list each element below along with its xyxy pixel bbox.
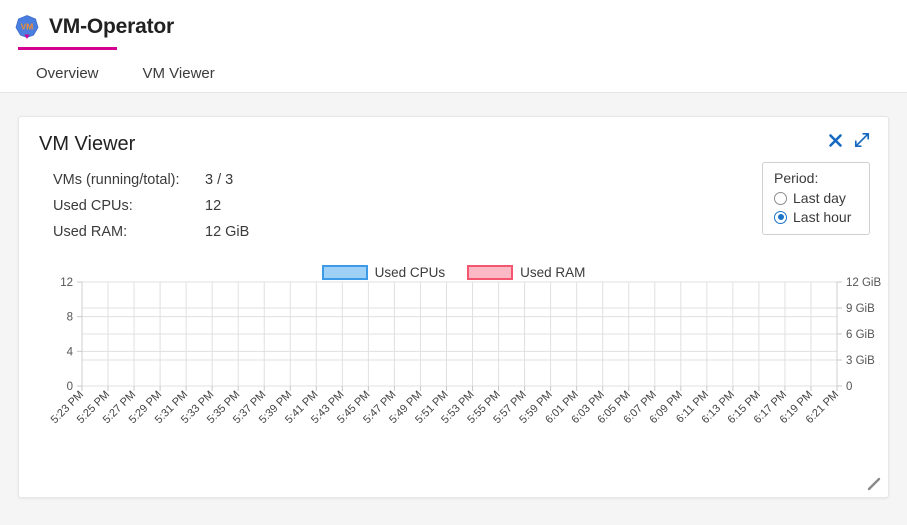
radio-indicator-last-hour[interactable] <box>774 210 787 224</box>
legend-swatch-cpu-icon <box>321 265 368 280</box>
radio-last-day[interactable]: Last day <box>774 190 858 206</box>
legend-label-cpu: Used CPUs <box>374 265 446 280</box>
expand-diagonal-icon[interactable] <box>854 132 870 148</box>
chart-legend: Used CPUs Used RAM <box>19 265 888 280</box>
radio-indicator-last-day[interactable] <box>774 191 787 205</box>
app-title: VM-Operator <box>49 14 174 38</box>
svg-text:6 GiB: 6 GiB <box>846 329 875 341</box>
card-title: VM Viewer <box>39 133 136 155</box>
page-body: VM Viewer VMs (running/total): 3 / 3 <box>0 93 907 498</box>
usage-chart: Used CPUs Used RAM 5:23 PM 5:25 PM 5:27 PM… <box>19 265 888 497</box>
tab-bar: Overview VM Viewer <box>0 47 907 93</box>
radio-label-last-hour: Last hour <box>793 209 852 225</box>
svg-text:VM: VM <box>21 21 34 31</box>
svg-text:0: 0 <box>846 381 852 393</box>
summary-value: 12 <box>205 198 222 214</box>
legend-swatch-ram-icon <box>467 265 514 280</box>
period-fieldset: Period: Last day Last hour <box>762 162 870 235</box>
legend-item-used-ram[interactable]: Used RAM <box>467 265 585 280</box>
tab-overview[interactable]: Overview <box>14 47 121 93</box>
vm-viewer-card: VM Viewer VMs (running/total): 3 / 3 <box>18 116 889 498</box>
app-header: VM VM-Operator <box>0 0 907 53</box>
table-row: VMs (running/total): 3 / 3 <box>53 172 249 198</box>
svg-text:3 GiB: 3 GiB <box>846 355 875 367</box>
vm-operator-logo-icon: VM <box>14 14 40 40</box>
svg-text:9 GiB: 9 GiB <box>846 303 875 315</box>
svg-text:0: 0 <box>67 381 73 393</box>
chart-plot-area: 5:23 PM5:25 PM5:27 PM5:29 PM5:31 PM5:33 … <box>49 277 882 426</box>
tab-vm-viewer[interactable]: VM Viewer <box>121 53 237 93</box>
summary-key: Used RAM: <box>53 224 128 240</box>
legend-label-ram: Used RAM <box>520 265 586 280</box>
radio-label-last-day: Last day <box>793 190 846 206</box>
resize-grip-icon[interactable] <box>866 476 882 492</box>
summary-value: 3 / 3 <box>205 172 234 188</box>
card-actions <box>828 132 870 148</box>
radio-last-hour[interactable]: Last hour <box>774 209 858 225</box>
svg-text:4: 4 <box>67 346 74 358</box>
summary-key: Used CPUs: <box>53 198 133 214</box>
table-row: Used CPUs: 12 <box>53 198 249 224</box>
svg-text:12 GiB: 12 GiB <box>846 277 881 289</box>
summary-key: VMs (running/total): <box>53 172 180 188</box>
svg-text:12: 12 <box>60 277 73 289</box>
table-row: Used RAM: 12 GiB <box>53 224 249 250</box>
legend-item-used-cpus[interactable]: Used CPUs <box>321 265 446 280</box>
period-legend: Period: <box>774 170 819 186</box>
summary-value: 12 GiB <box>205 224 250 240</box>
close-icon[interactable] <box>828 133 843 148</box>
vm-summary-table: VMs (running/total): 3 / 3 Used CPUs: 12… <box>53 172 249 250</box>
svg-text:8: 8 <box>67 312 73 324</box>
